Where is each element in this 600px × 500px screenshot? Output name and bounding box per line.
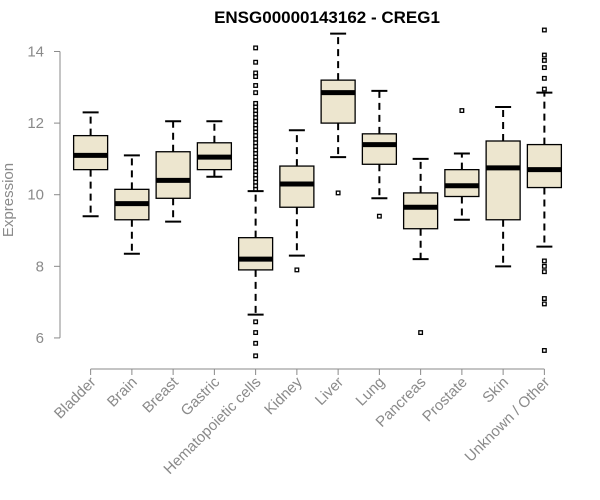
x-tick-label: Bladder (51, 374, 100, 423)
box-unknown-other (526, 27, 563, 353)
outlier-point (253, 353, 259, 359)
y-tick-label: 14 (27, 43, 44, 60)
outlier-point (541, 263, 547, 269)
y-axis-label: Expression (0, 163, 17, 237)
y-tick-label: 6 (36, 330, 44, 347)
outlier-point (376, 213, 382, 219)
chart-title: ENSG00000143162 - CREG1 (214, 8, 440, 27)
iqr-box (279, 165, 315, 208)
x-tick-label: Prostate (419, 374, 471, 426)
iqr-box (444, 168, 480, 198)
outlier-point (541, 301, 547, 307)
y-tick-label: 10 (27, 187, 44, 204)
outlier-point (253, 59, 259, 65)
box-kidney (279, 129, 315, 273)
y-tick-label: 12 (27, 115, 44, 132)
iqr-box (72, 134, 109, 171)
outlier-point (253, 330, 259, 336)
box-bladder (72, 111, 109, 218)
iqr-box (402, 192, 439, 230)
outlier-point (541, 258, 547, 264)
outlier-point (459, 108, 465, 114)
outlier-point (253, 83, 259, 88)
outlier-point (541, 348, 547, 353)
iqr-box (485, 140, 521, 221)
outlier-point (253, 319, 259, 325)
iqr-box (237, 237, 274, 271)
iqr-box (526, 143, 563, 189)
x-tick-label: Lung (353, 374, 389, 410)
x-tick-label: Liver (312, 374, 347, 409)
outlier-point (541, 75, 547, 81)
box-gastric (196, 120, 233, 178)
y-tick-label: 8 (36, 258, 44, 275)
iqr-box (361, 133, 398, 165)
outlier-point (541, 57, 547, 63)
outlier-point (253, 45, 259, 51)
outlier-point (541, 296, 547, 301)
outlier-point (335, 190, 341, 196)
outlier-point (541, 27, 547, 33)
iqr-box (320, 79, 356, 124)
box-prostate (444, 108, 480, 221)
outlier-point (541, 65, 547, 71)
box-hematopoietic-cells (237, 45, 274, 359)
outlier-point (253, 340, 259, 346)
outlier-point (418, 330, 424, 336)
box-breast (155, 120, 191, 223)
outlier-point (541, 269, 547, 275)
box-lung (361, 89, 398, 219)
iqr-box (155, 151, 191, 199)
x-tick-label: Breast (139, 373, 182, 416)
x-tick-label: Brain (104, 374, 141, 411)
x-tick-label: Skin (479, 374, 512, 407)
box-pancreas (402, 157, 439, 336)
outlier-point (253, 90, 259, 96)
outlier-point (294, 267, 300, 273)
boxes-group (72, 27, 563, 359)
box-skin (485, 105, 521, 268)
box-liver (320, 32, 356, 196)
outlier-point (541, 86, 547, 92)
outlier-point (253, 70, 259, 76)
y-axis: 6 8 10 12 14 (27, 43, 61, 347)
outlier-point (253, 100, 259, 106)
box-brain (114, 154, 150, 255)
outlier-point (541, 52, 547, 58)
x-tick-label: Kidney (261, 373, 306, 418)
